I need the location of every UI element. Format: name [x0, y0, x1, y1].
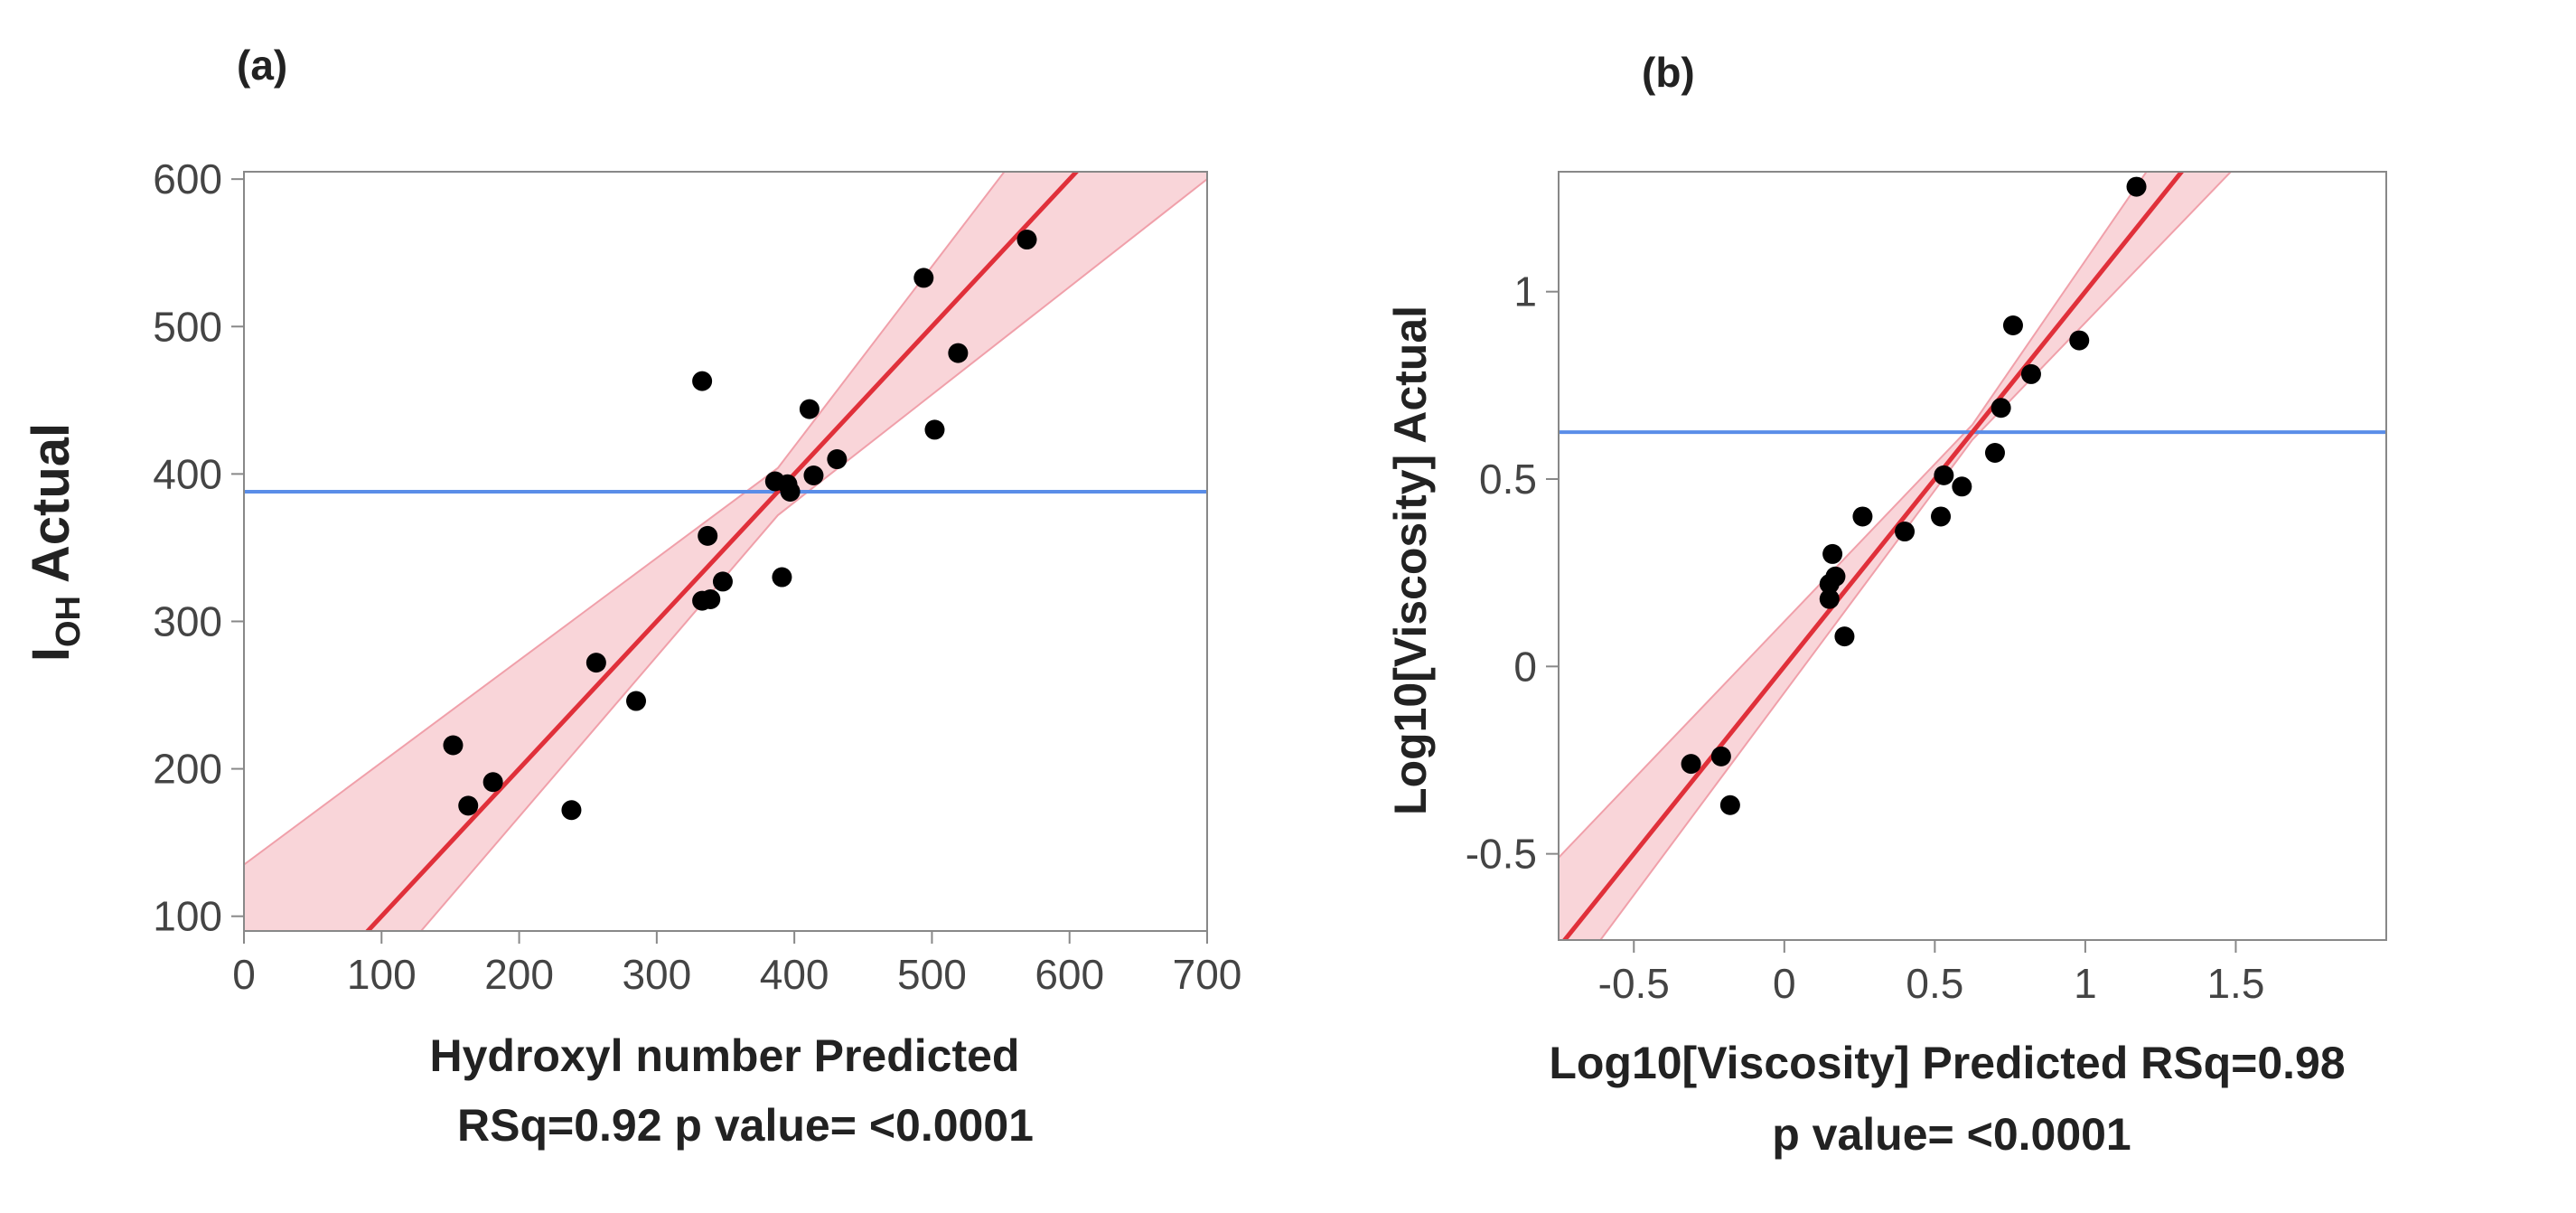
- data-point-a-21: [1016, 230, 1037, 250]
- data-point-a-20: [948, 343, 969, 363]
- data-point-b-12: [1952, 476, 1972, 497]
- data-point-a-2: [482, 772, 503, 793]
- stats-line-b: p value= <0.0001: [1772, 1109, 2131, 1160]
- data-point-b-11: [1934, 465, 1954, 485]
- data-point-a-10: [712, 571, 733, 592]
- data-point-b-1: [1710, 746, 1731, 766]
- x-tick-label-a-3: 300: [622, 951, 691, 998]
- data-point-b-5: [1822, 543, 1843, 564]
- data-point-b-7: [1834, 626, 1855, 647]
- data-point-a-1: [458, 795, 479, 816]
- data-point-a-9: [700, 589, 721, 610]
- panel-b-label: (b): [1642, 49, 1695, 96]
- x-tick-label-a-4: 400: [760, 951, 829, 998]
- data-point-a-14: [780, 481, 801, 502]
- data-point-a-16: [803, 465, 824, 485]
- data-point-a-5: [626, 691, 647, 711]
- data-point-a-7: [692, 371, 713, 391]
- plot-frame-a: [243, 171, 1208, 932]
- y-tick-label-a-3: 400: [153, 450, 222, 497]
- y-axis-title-a-sub: OH: [50, 596, 88, 647]
- data-point-a-18: [913, 268, 934, 288]
- data-point-a-4: [585, 653, 606, 673]
- y-axis-title-b: Log10[Viscosity] Actual: [1385, 306, 1436, 815]
- chart-panel-a: (a) 0 100 200 300 400 500 600 70010020030040050…: [22, 42, 1241, 1151]
- panel-a-label: (a): [237, 42, 287, 89]
- y-tick-label-b-3: 1: [1513, 268, 1537, 315]
- data-point-b-6: [1825, 566, 1846, 587]
- data-point-a-8: [698, 525, 718, 546]
- data-point-a-15: [799, 399, 820, 419]
- data-point-b-0: [1681, 754, 1701, 775]
- plot-area-b: [1559, 172, 2386, 940]
- data-point-b-15: [2002, 315, 2023, 335]
- x-tick-label-a-1: 100: [347, 951, 417, 998]
- x-tick-label-b-3: 1: [2074, 960, 2097, 1007]
- plot-frame-b: [1558, 171, 2387, 941]
- data-point-b-2: [1719, 795, 1740, 815]
- axes-b: -0.5 0 0.5 1 1.5 -0.5 0 0.5 1: [1466, 171, 2387, 1007]
- x-tick-label-a-2: 200: [484, 951, 554, 998]
- x-tick-label-b-4: 1.5: [2206, 960, 2264, 1007]
- y-axis-title-a-rest: Actual: [22, 423, 80, 596]
- data-point-b-17: [2069, 330, 2090, 351]
- y-axis-title-a: IOH Actual: [22, 423, 88, 662]
- y-tick-label-a-5: 600: [153, 155, 222, 202]
- data-point-b-9: [1895, 522, 1916, 542]
- data-point-a-17: [827, 449, 848, 470]
- data-point-a-19: [924, 419, 945, 440]
- fit-line-a: [364, 172, 1080, 931]
- chart-panel-b: (b) -0.5 0 0.5 1 1.5 -0.5 0 0.5 1 Log10[Viscosit…: [1385, 49, 2387, 1160]
- data-point-a-3: [561, 800, 582, 821]
- y-tick-label-b-2: 0.5: [1479, 456, 1537, 503]
- data-point-b-8: [1852, 506, 1873, 527]
- data-point-b-18: [2126, 176, 2147, 197]
- y-tick-label-a-4: 500: [153, 303, 222, 350]
- y-tick-label-a-2: 300: [153, 597, 222, 644]
- data-point-b-10: [1931, 506, 1952, 527]
- confidence-band-b: [1559, 172, 2233, 940]
- stats-line-a: RSq=0.92 p value= <0.0001: [457, 1100, 1034, 1151]
- data-point-b-13: [1984, 442, 2005, 463]
- data-point-b-3: [1819, 588, 1840, 609]
- y-tick-label-b-0: -0.5: [1466, 831, 1537, 878]
- x-axis-title-b: Log10[Viscosity] Predicted RSq=0.98: [1549, 1038, 2345, 1088]
- x-tick-label-b-0: -0.5: [1598, 960, 1670, 1007]
- data-point-a-12: [772, 567, 792, 588]
- y-tick-label-b-1: 0: [1513, 643, 1537, 690]
- x-tick-label-b-1: 0: [1773, 960, 1796, 1007]
- data-point-b-16: [2020, 363, 2041, 384]
- x-axis-title-a: Hydroxyl number Predicted: [430, 1030, 1020, 1081]
- confidence-band-a: [244, 172, 1207, 931]
- y-axis-title-a-main: I: [22, 647, 80, 662]
- y-tick-label-a-0: 100: [153, 893, 222, 940]
- plot-area-a: [244, 172, 1207, 931]
- x-tick-label-a-7: 700: [1173, 951, 1242, 998]
- data-point-a-0: [443, 735, 464, 756]
- x-tick-label-a-0: 0: [232, 951, 256, 998]
- y-tick-label-a-1: 200: [153, 746, 222, 793]
- x-tick-label-a-5: 500: [897, 951, 967, 998]
- x-tick-label-b-2: 0.5: [1906, 960, 1963, 1007]
- data-point-b-14: [1991, 398, 2011, 418]
- x-tick-label-a-6: 600: [1035, 951, 1104, 998]
- fit-line-b: [1561, 172, 2185, 940]
